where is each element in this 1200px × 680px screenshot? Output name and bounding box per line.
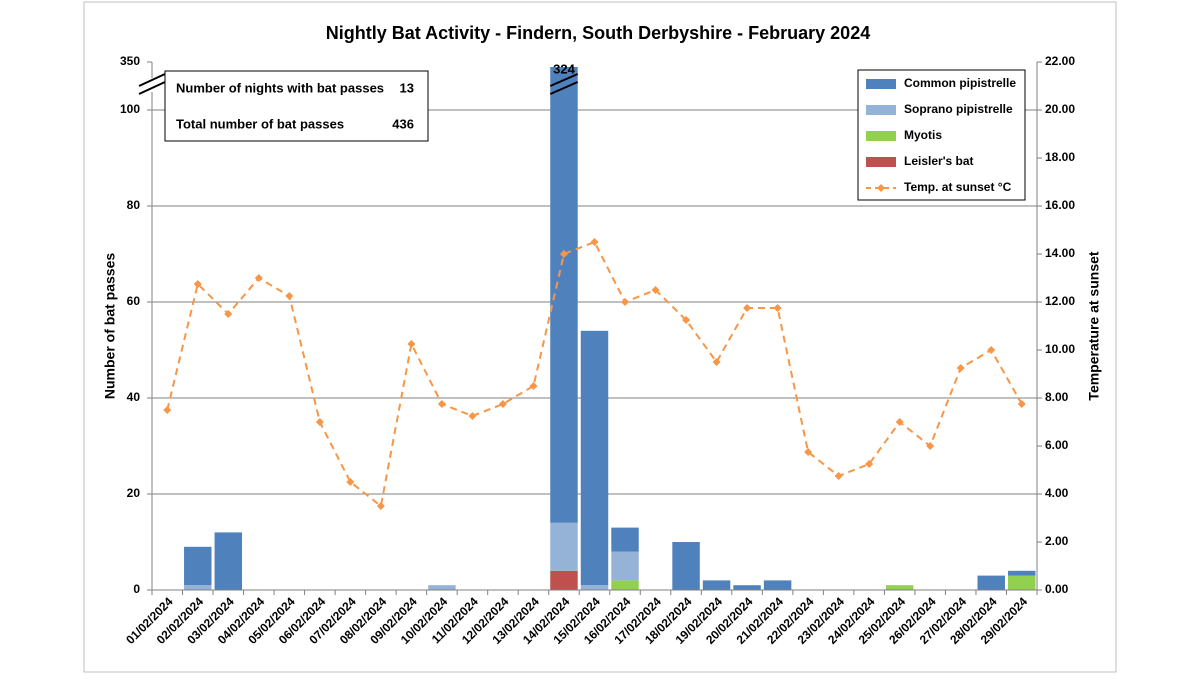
axis-break: [138, 81, 166, 95]
temperature-marker: [834, 472, 843, 480]
bar-segment: [550, 522, 578, 571]
temperature-marker: [437, 400, 446, 408]
temperature-marker: [163, 406, 172, 414]
y2-tick-label: 22.00: [1045, 54, 1075, 68]
temperature-marker: [559, 250, 568, 258]
temperature-marker: [865, 460, 874, 468]
temperature-marker: [315, 418, 324, 426]
bar-segment: [580, 585, 609, 590]
bar-segment: [214, 532, 243, 590]
temperature-marker: [1017, 400, 1026, 408]
legend-swatch: [877, 184, 885, 192]
y2-axis-label: Temperature at sunset: [1086, 251, 1102, 400]
axis-break: [549, 81, 579, 95]
bar-segment: [184, 546, 212, 586]
axis-break: [549, 73, 579, 87]
bar-segment: [885, 585, 914, 590]
bar-segment: [1008, 570, 1036, 576]
y2-tick-label: 10.00: [1045, 342, 1075, 356]
bar-segment: [763, 580, 792, 590]
bar-segment: [184, 585, 212, 590]
y-tick-label: 20: [127, 486, 141, 500]
temperature-marker: [254, 274, 263, 282]
bar-segment: [672, 542, 700, 590]
y2-tick-label: 4.00: [1045, 486, 1069, 500]
y-tick-label: 350: [120, 54, 140, 68]
y2-tick-label: 2.00: [1045, 534, 1069, 548]
bar-segment: [733, 585, 761, 590]
info-label: Number of nights with bat passes: [176, 80, 384, 95]
legend-label: Soprano pipistrelle: [904, 102, 1013, 116]
y2-tick-label: 8.00: [1045, 390, 1069, 404]
info-value: 13: [400, 80, 414, 95]
temperature-line: [166, 240, 1023, 508]
info-label: Total number of bat passes: [176, 116, 344, 131]
legend-swatch: [866, 131, 896, 141]
temperature-marker: [895, 418, 904, 426]
y2-tick-label: 12.00: [1045, 294, 1075, 308]
temperature-marker: [773, 304, 782, 312]
legend-label: Common pipistrelle: [904, 76, 1016, 90]
y2-tick-label: 18.00: [1045, 150, 1075, 164]
temperature-marker: [285, 292, 294, 300]
y-tick-label: 0: [133, 582, 140, 596]
temperature-marker: [498, 400, 507, 408]
info-value: 436: [392, 116, 414, 131]
y2-tick-label: 14.00: [1045, 246, 1075, 260]
bar-segment: [611, 580, 639, 590]
y-tick-label: 40: [127, 390, 141, 404]
temperature-marker: [621, 298, 630, 306]
temperature-marker: [651, 286, 660, 294]
break-gap: [138, 78, 166, 92]
y2-tick-label: 16.00: [1045, 198, 1075, 212]
y-axis-label: Number of bat passes: [102, 253, 118, 399]
y-tick-label: 60: [127, 294, 141, 308]
stack-total-label: 324: [553, 61, 575, 76]
legend-swatch: [866, 79, 896, 89]
y2-tick-label: 0.00: [1045, 582, 1069, 596]
temperature-marker: [468, 412, 477, 420]
temperature-marker: [590, 238, 599, 246]
y-tick-label: 80: [127, 198, 141, 212]
bar-segment: [611, 527, 639, 552]
y2-tick-label: 6.00: [1045, 438, 1069, 452]
temperature-marker: [712, 358, 721, 366]
legend-swatch: [866, 157, 896, 167]
bar-segment: [550, 570, 578, 590]
legend-swatch: [866, 105, 896, 115]
bar-segment: [428, 585, 456, 590]
axis-break: [138, 73, 166, 87]
temperature-marker: [743, 304, 752, 312]
temperature-marker: [987, 346, 996, 354]
temperature-marker: [682, 316, 691, 324]
bar-segment: [580, 330, 609, 586]
bar-segment: [1008, 575, 1036, 590]
temperature-marker: [529, 382, 538, 390]
temperature-marker: [926, 442, 935, 450]
info-box: [164, 70, 429, 142]
chart-title: Nightly Bat Activity - Findern, South De…: [326, 23, 870, 43]
temperature-marker: [376, 502, 385, 510]
temperature-marker: [407, 340, 416, 348]
temperature-marker: [956, 364, 965, 372]
bar-segment: [611, 551, 639, 581]
legend-label: Myotis: [904, 128, 942, 142]
y2-tick-label: 20.00: [1045, 102, 1075, 116]
legend-label: Temp. at sunset °C: [904, 180, 1012, 194]
temperature-marker: [804, 448, 813, 456]
temperature-marker: [193, 280, 202, 288]
y-tick-label: 100: [120, 102, 140, 116]
bar-segment: [702, 580, 731, 590]
legend-label: Leisler's bat: [904, 154, 974, 168]
temperature-marker: [346, 478, 355, 486]
bar-segment: [977, 575, 1005, 590]
temperature-marker: [224, 310, 233, 318]
